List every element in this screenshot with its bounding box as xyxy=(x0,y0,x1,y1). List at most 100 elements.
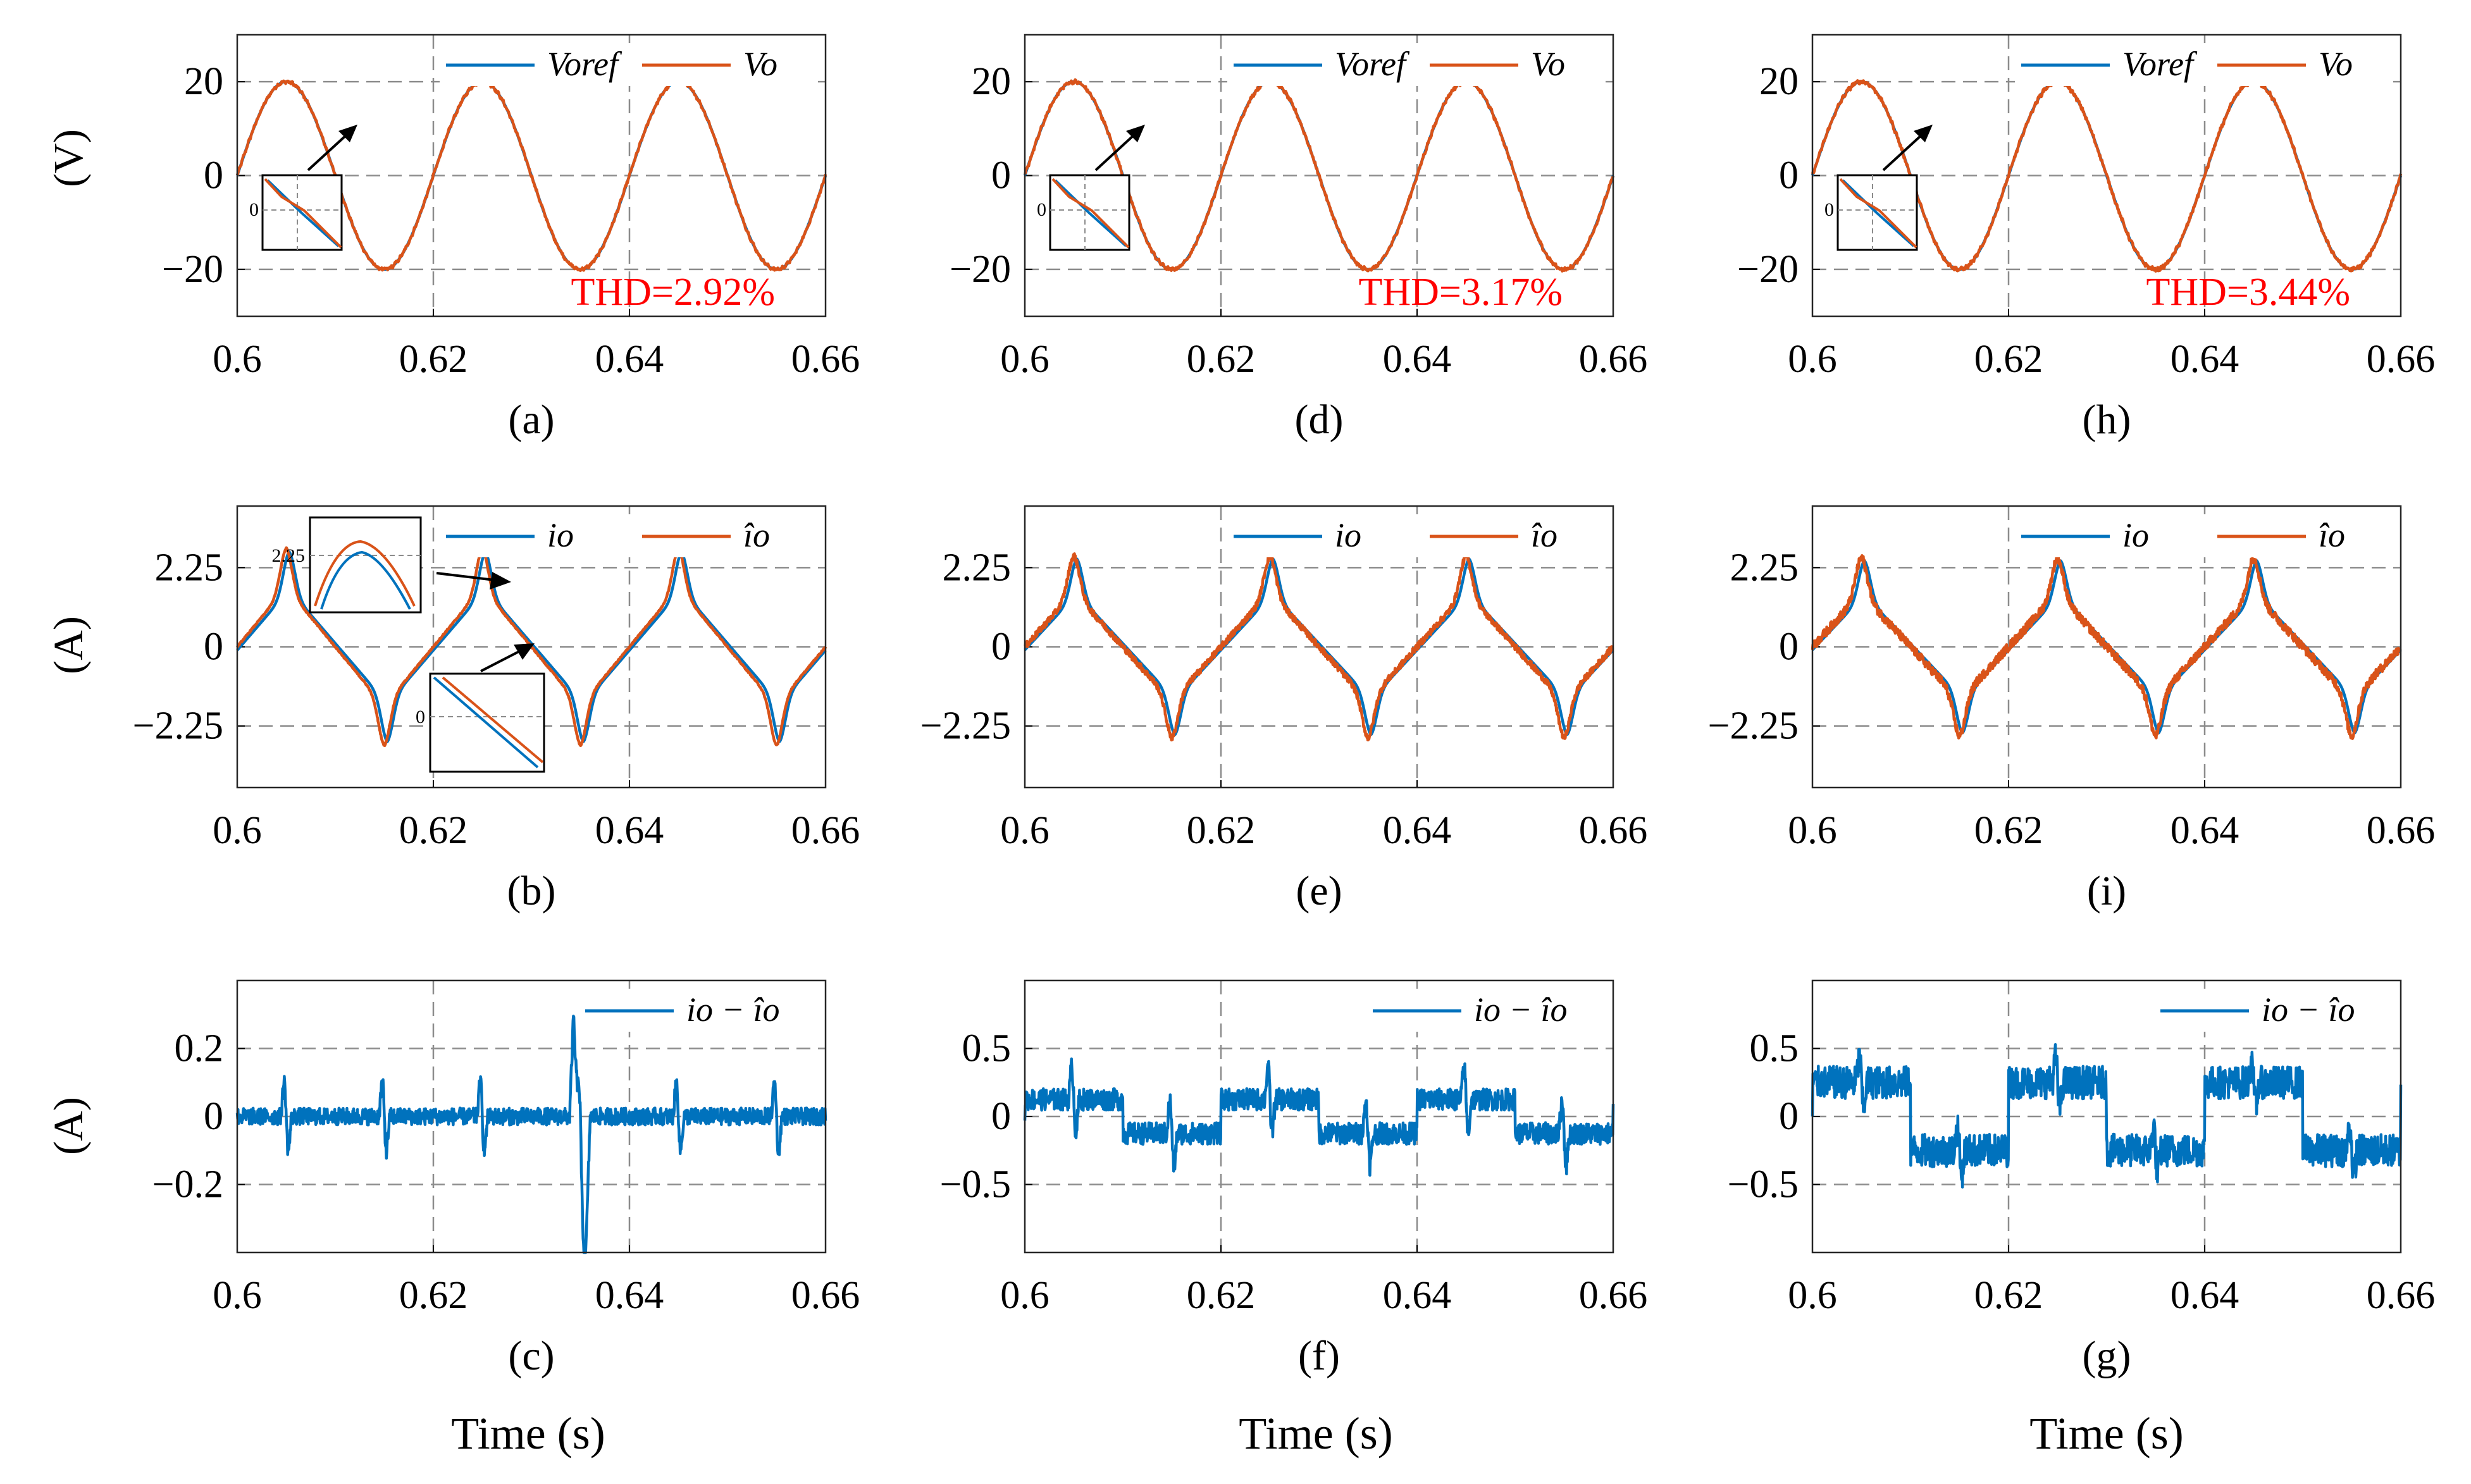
y-tick-label: 0 xyxy=(991,626,1011,669)
x-tick-label: 0.66 xyxy=(791,338,860,381)
inset-tick-label: 0 xyxy=(1824,199,1834,220)
series-line-1 xyxy=(1024,552,1614,742)
inset-series-0 xyxy=(1054,179,1127,247)
panel-caption: (c) xyxy=(508,1333,554,1379)
x-tick-label: 0.64 xyxy=(2171,338,2239,381)
legend-label-0: io xyxy=(547,516,574,554)
y-tick-label: 0 xyxy=(1779,626,1799,669)
y-tick-label: 0.5 xyxy=(962,1027,1012,1070)
inset-series-0 xyxy=(433,676,539,769)
x-tick-label: 0.64 xyxy=(2171,809,2239,852)
x-axis-label-col3: Time (s) xyxy=(2029,1408,2183,1459)
x-tick-label: 0.6 xyxy=(213,338,262,381)
y-tick-label: 2.25 xyxy=(155,546,224,589)
zoom-arrow xyxy=(480,647,526,672)
series-line-0 xyxy=(236,550,827,743)
x-tick-label: 0.64 xyxy=(1383,338,1452,381)
x-axis-label-col2: Time (s) xyxy=(1239,1408,1392,1459)
y-tick-label: −0.5 xyxy=(940,1163,1011,1206)
legend-label-1: Vo xyxy=(2319,45,2353,83)
legend-label-0: Voref xyxy=(2122,45,2198,83)
y-tick-label: 2.25 xyxy=(943,546,1012,589)
inset-series-1 xyxy=(1839,178,1917,249)
y-tick-label: 0 xyxy=(204,626,223,669)
x-tick-label: 0.62 xyxy=(1187,809,1256,852)
x-tick-label: 0.62 xyxy=(1187,1274,1256,1317)
series-line-1 xyxy=(1811,552,2402,740)
y-tick-label: 0 xyxy=(1779,1095,1799,1138)
zoom-arrow xyxy=(436,572,500,582)
axes-frame xyxy=(236,34,827,318)
thd-annotation: THD=3.44% xyxy=(2146,271,2350,314)
x-tick-label: 0.62 xyxy=(1974,1274,2043,1317)
y-tick-label: −2.25 xyxy=(1708,705,1799,748)
panel-caption: (b) xyxy=(507,868,556,914)
legend-label-0: io − îo xyxy=(686,991,779,1029)
legend-label-0: Voref xyxy=(1335,45,1410,83)
panel-b: 0.6 0.62 0.64 0.66 2.25 0 −2.25 io îo 2.25 0 (b) xyxy=(133,505,860,914)
x-tick-label: 0.6 xyxy=(1000,338,1050,381)
inset-series-1 xyxy=(314,540,416,607)
x-tick-label: 0.62 xyxy=(1974,338,2043,381)
y-tick-label: 0 xyxy=(991,154,1011,197)
panel-caption: (a) xyxy=(508,397,554,443)
inset-tick-label: 0 xyxy=(1037,199,1046,220)
x-tick-label: 0.6 xyxy=(1000,809,1050,852)
row3-ylabel: (A) xyxy=(46,1097,92,1155)
x-tick-label: 0.64 xyxy=(595,809,664,852)
zoom-arrow-head xyxy=(1914,125,1933,142)
panel-caption: (h) xyxy=(2083,397,2131,443)
x-tick-label: 0.66 xyxy=(2367,338,2436,381)
thd-annotation: THD=2.92% xyxy=(571,271,775,314)
axes-frame xyxy=(236,979,827,1254)
x-tick-label: 0.66 xyxy=(1579,1274,1648,1317)
y-tick-label: −20 xyxy=(162,248,223,291)
inset-tick-label: 0 xyxy=(249,199,259,220)
row2-ylabel: (A) xyxy=(46,616,92,674)
series-line-0 xyxy=(1023,1057,1615,1177)
panel-caption: (i) xyxy=(2087,868,2126,914)
inset-series-1 xyxy=(264,178,342,249)
inset-tick-label: 0 xyxy=(416,707,425,727)
inset-series-0 xyxy=(320,550,411,610)
y-tick-label: −0.2 xyxy=(152,1163,223,1206)
legend-label-0: io − îo xyxy=(1474,991,1567,1029)
x-tick-label: 0.62 xyxy=(399,809,468,852)
x-tick-label: 0.64 xyxy=(595,338,664,381)
legend-label-0: io xyxy=(1335,516,1361,554)
legend-label-1: îo xyxy=(1531,516,1558,554)
inset-series-0 xyxy=(266,179,340,247)
inset-series-0 xyxy=(1842,179,1915,247)
x-tick-label: 0.64 xyxy=(1383,1274,1452,1317)
inset-series-1 xyxy=(442,676,544,764)
y-tick-label: −20 xyxy=(950,248,1011,291)
x-tick-label: 0.6 xyxy=(1788,338,1837,381)
y-tick-label: 0 xyxy=(991,1095,1011,1138)
panel-caption: (e) xyxy=(1296,868,1342,914)
series-line-0 xyxy=(235,1015,827,1254)
y-tick-label: 20 xyxy=(184,60,223,103)
y-tick-label: 0 xyxy=(204,154,223,197)
axes-frame xyxy=(1811,34,2402,318)
axes-frame xyxy=(1811,979,2402,1254)
x-tick-label: 0.6 xyxy=(1788,809,1837,852)
x-tick-label: 0.6 xyxy=(1000,1274,1050,1317)
y-tick-label: 20 xyxy=(1759,60,1799,103)
legend-label-1: Vo xyxy=(1531,45,1565,83)
panel-h: 0.6 0.62 0.64 0.66 20 0 −20 Voref Vo THD=3.44% 0 (h… xyxy=(1737,34,2436,443)
axes-frame xyxy=(1811,505,2402,789)
zoom-arrow-head xyxy=(1126,125,1145,142)
x-tick-label: 0.66 xyxy=(1579,338,1648,381)
y-tick-label: 2.25 xyxy=(1730,546,1799,589)
x-tick-label: 0.62 xyxy=(399,1274,468,1317)
x-tick-label: 0.66 xyxy=(1579,809,1648,852)
y-tick-label: −2.25 xyxy=(920,705,1011,748)
x-tick-label: 0.62 xyxy=(1974,809,2043,852)
axes-frame xyxy=(1024,979,1614,1254)
series-line-0 xyxy=(1811,1042,2403,1189)
x-tick-label: 0.64 xyxy=(2171,1274,2239,1317)
x-tick-label: 0.6 xyxy=(213,809,262,852)
y-tick-label: 0.5 xyxy=(1750,1027,1799,1070)
legend-label-0: io xyxy=(2122,516,2149,554)
